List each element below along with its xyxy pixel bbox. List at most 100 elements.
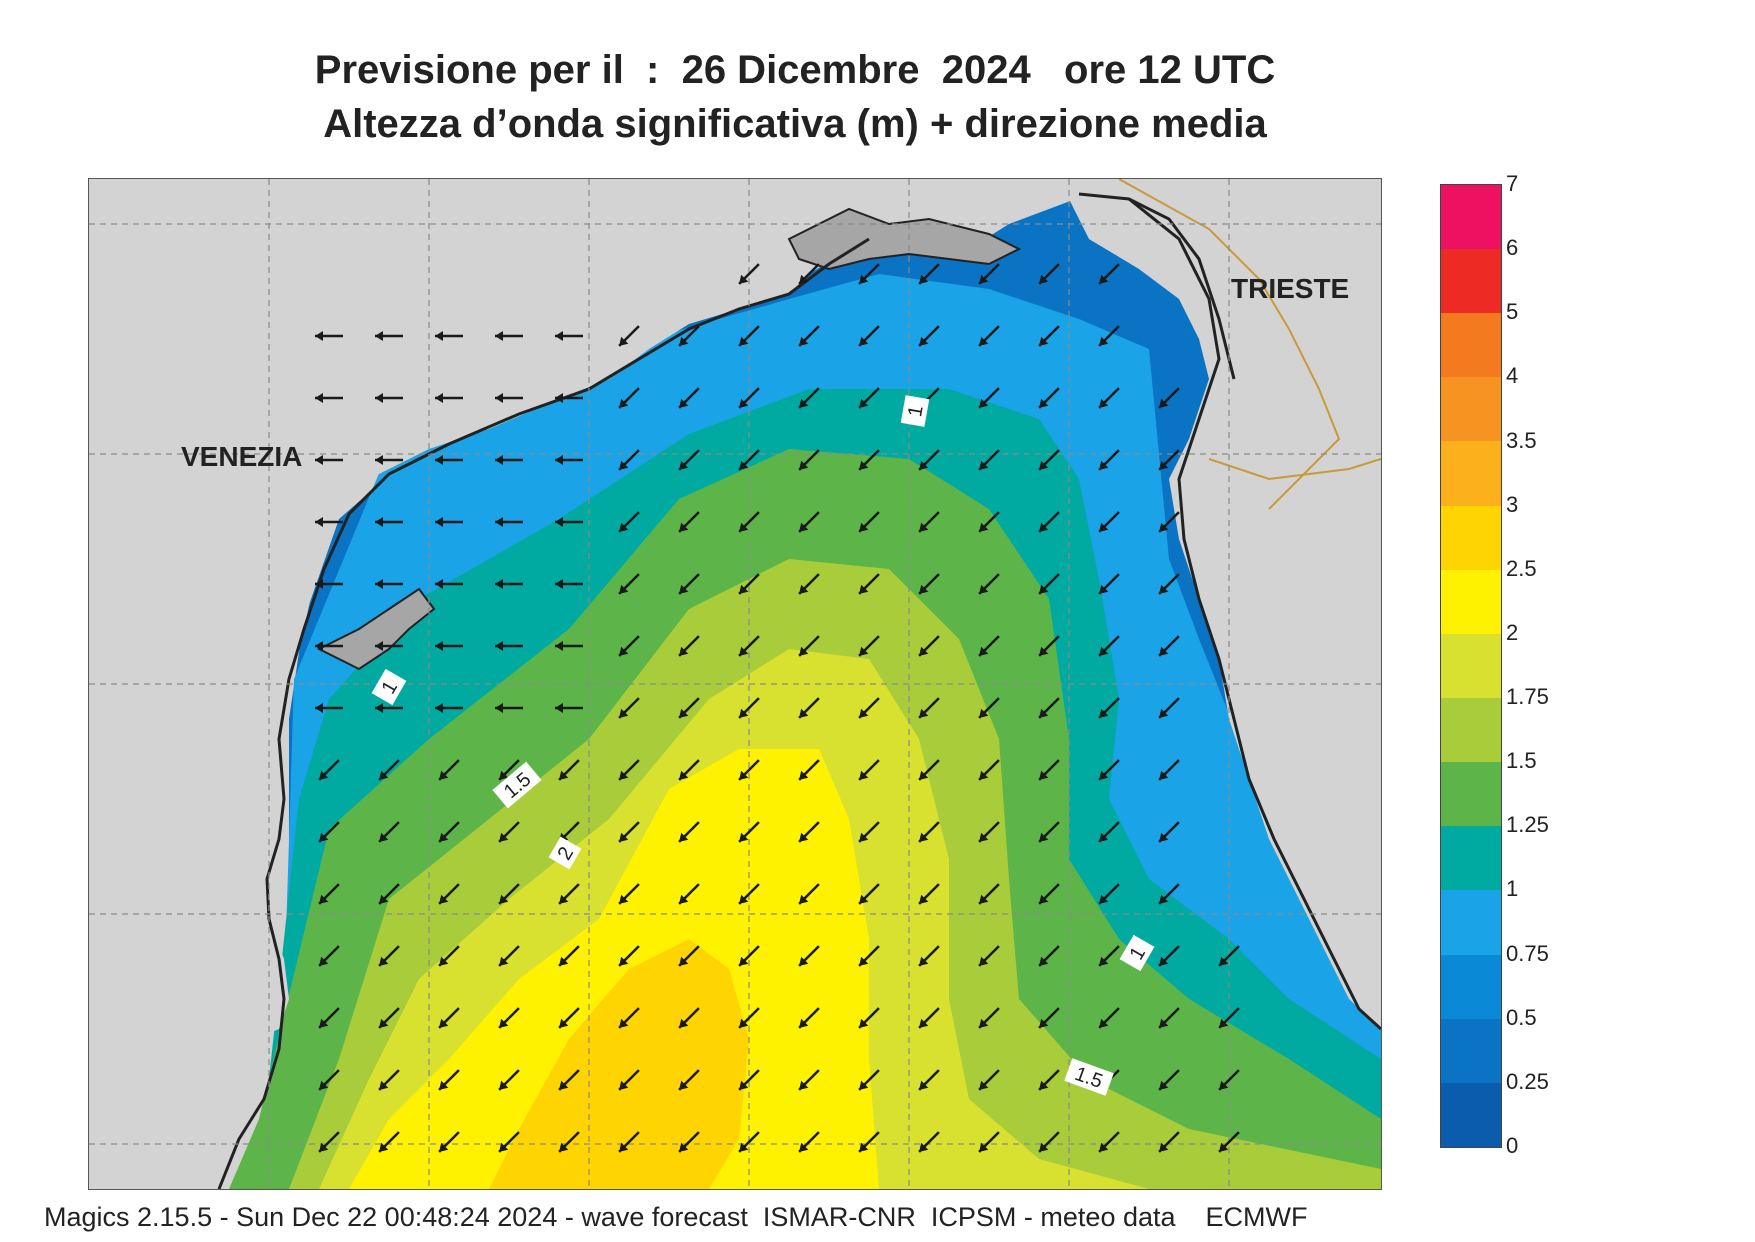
wave-direction-arrow — [1218, 1131, 1240, 1153]
wave-direction-arrow — [738, 759, 760, 781]
wave-direction-arrow — [1098, 387, 1120, 409]
wave-direction-arrow — [375, 331, 403, 341]
wave-direction-arrow — [1098, 1007, 1120, 1029]
legend-swatch — [1441, 633, 1501, 699]
country-border-south — [1208, 458, 1381, 481]
wave-direction-arrow — [1098, 945, 1120, 967]
wave-direction-arrow — [678, 325, 700, 347]
wave-direction-arrow — [438, 759, 460, 781]
gulf-of-trieste-coast — [1078, 192, 1236, 380]
wave-direction-arrow — [435, 641, 463, 651]
wave-direction-arrow — [558, 1007, 580, 1029]
legend-tick-label: 4 — [1506, 363, 1519, 389]
wave-direction-arrow — [1038, 1069, 1060, 1091]
wave-direction-arrow — [618, 511, 640, 533]
legend-tick-label: 2.5 — [1506, 555, 1537, 581]
wave-direction-arrow — [435, 703, 463, 713]
wave-direction-arrow — [678, 449, 700, 471]
wave-direction-arrow — [738, 511, 760, 533]
wave-direction-arrow — [558, 759, 580, 781]
legend-tick-label: 3 — [1506, 491, 1519, 517]
wave-direction-arrow — [315, 703, 343, 713]
wave-direction-arrow — [375, 579, 403, 589]
wave-direction-arrow — [918, 449, 940, 471]
legend-swatch — [1441, 890, 1501, 955]
wave-direction-arrow — [1098, 883, 1120, 905]
wave-direction-arrow — [618, 821, 640, 843]
wave-direction-arrow — [918, 1069, 940, 1091]
wave-direction-arrow — [438, 945, 460, 967]
legend-tick-label: 5 — [1506, 299, 1519, 325]
wave-direction-arrow — [1158, 1069, 1180, 1091]
legend-tick-label: 0 — [1506, 1133, 1519, 1158]
wave-direction-arrow — [798, 883, 820, 905]
wave-direction-arrow — [1218, 1007, 1240, 1029]
legend-tick-label: 2 — [1506, 619, 1519, 645]
wave-direction-arrow — [738, 697, 760, 719]
wave-direction-arrow — [555, 703, 583, 713]
wave-direction-arrow — [678, 1069, 700, 1091]
wave-direction-arrow — [858, 325, 880, 347]
legend-swatch — [1441, 377, 1501, 442]
wave-direction-arrow — [618, 1131, 640, 1153]
wave-direction-arrow — [798, 1007, 820, 1029]
wave-direction-arrow — [318, 1007, 340, 1029]
legend-tick-label: 1 — [1506, 876, 1519, 902]
wave-direction-arrow — [495, 455, 523, 465]
wave-direction-arrow — [375, 641, 403, 651]
wave-direction-arrow — [798, 821, 820, 843]
svg-text:1: 1 — [904, 404, 928, 419]
wave-direction-arrow — [498, 883, 520, 905]
wave-direction-arrow — [495, 579, 523, 589]
wave-direction-arrow — [978, 635, 1000, 657]
wave-direction-arrow — [558, 1131, 580, 1153]
wave-height-map: 1 1 1 1.5 1.5 2 VENEZIA TR — [88, 178, 1382, 1190]
wave-direction-arrow — [555, 641, 583, 651]
wave-direction-arrow — [435, 517, 463, 527]
wave-direction-arrow — [738, 1131, 760, 1153]
legend-swatch — [1441, 1082, 1501, 1147]
wave-direction-arrow — [978, 449, 1000, 471]
wave-direction-arrow — [738, 1007, 760, 1029]
variable-title: Altezza d’onda significativa (m) + direz… — [323, 102, 1267, 146]
graticule — [89, 179, 1381, 1189]
legend-tick-label: 0.75 — [1506, 940, 1549, 966]
wave-direction-arrow — [618, 635, 640, 657]
wave-direction-arrow — [738, 635, 760, 657]
wave-direction-arrow — [1098, 759, 1120, 781]
wave-direction-arrow — [498, 759, 520, 781]
wave-direction-arrow — [1038, 387, 1060, 409]
wave-direction-arrow — [858, 945, 880, 967]
legend-swatch — [1441, 505, 1501, 570]
wave-direction-arrow — [738, 1069, 760, 1091]
wave-direction-arrow — [1158, 449, 1180, 471]
wave-direction-arrow — [738, 945, 760, 967]
trieste-label: TRIESTE — [1231, 273, 1350, 304]
wave-direction-arrow — [858, 573, 880, 595]
wave-direction-arrow — [378, 1131, 400, 1153]
wave-direction-arrow — [1158, 387, 1180, 409]
wave-direction-arrow — [1098, 263, 1120, 285]
legend-swatch — [1441, 698, 1501, 763]
wave-direction-arrow — [555, 455, 583, 465]
wave-direction-arrow — [798, 449, 820, 471]
wave-direction-arrow — [618, 759, 640, 781]
wave-direction-arrow — [438, 821, 460, 843]
wave-direction-arrow — [618, 1007, 640, 1029]
wave-direction-arrow — [1218, 1069, 1240, 1091]
wave-direction-arrow — [978, 573, 1000, 595]
wave-direction-arrow — [918, 1007, 940, 1029]
wave-direction-arrow — [978, 697, 1000, 719]
wave-direction-arrow — [738, 263, 760, 285]
wave-direction-arrow — [618, 697, 640, 719]
wave-direction-arrow — [555, 331, 583, 341]
wave-direction-arrow — [678, 635, 700, 657]
wave-direction-arrow — [1038, 759, 1060, 781]
wave-direction-arrow — [738, 573, 760, 595]
wave-direction-arrow — [858, 1069, 880, 1091]
wave-direction-arrow — [555, 393, 583, 403]
wave-direction-arrow — [978, 883, 1000, 905]
wave-direction-arrow — [1038, 449, 1060, 471]
wave-direction-arrow — [1158, 883, 1180, 905]
land-istria — [1069, 179, 1381, 1029]
